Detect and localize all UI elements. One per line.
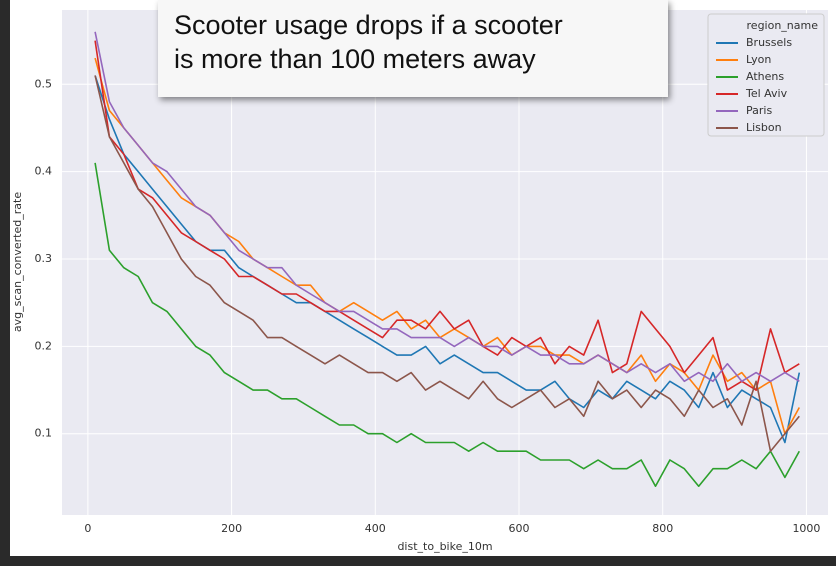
legend-label: Tel Aviv <box>745 87 788 100</box>
legend: region_name Brussels Lyon Athens Tel Aviv Par… <box>707 13 825 137</box>
legend-label: Paris <box>746 104 772 117</box>
x-tick-label: 600 <box>509 522 530 535</box>
legend-label: Athens <box>746 70 784 83</box>
annotation-line: is more than 100 meters away <box>174 44 536 74</box>
legend-label: Lyon <box>746 53 771 66</box>
y-tick-label: 0.2 <box>35 339 53 352</box>
y-tick-label: 0.5 <box>35 77 53 90</box>
annotation-line: Scooter usage drops if a scooter <box>174 10 563 40</box>
x-axis-label: dist_to_bike_10m <box>397 540 492 553</box>
x-tick-label: 200 <box>221 522 242 535</box>
y-tick-label: 0.1 <box>35 427 53 440</box>
legend-box <box>707 13 825 137</box>
legend-title: region_name <box>747 19 819 32</box>
y-tick-label: 0.4 <box>35 165 53 178</box>
series-line <box>94 75 801 444</box>
series-line <box>94 162 801 487</box>
x-tick-label: 0 <box>84 522 91 535</box>
series-line <box>94 31 800 383</box>
y-tick-label: 0.3 <box>35 252 53 265</box>
lines <box>94 31 801 487</box>
annotation-box: Scooter usage drops if a scooter is more… <box>158 0 668 97</box>
x-tick-label: 400 <box>365 522 386 535</box>
x-tick-label: 1000 <box>792 522 820 535</box>
series-line <box>94 75 800 452</box>
series-line <box>94 40 800 391</box>
legend-label: Lisbon <box>746 121 782 134</box>
x-tick-label: 800 <box>652 522 673 535</box>
y-axis-label: avg_scan_converted_rate <box>11 192 24 332</box>
legend-label: Brussels <box>746 36 792 49</box>
